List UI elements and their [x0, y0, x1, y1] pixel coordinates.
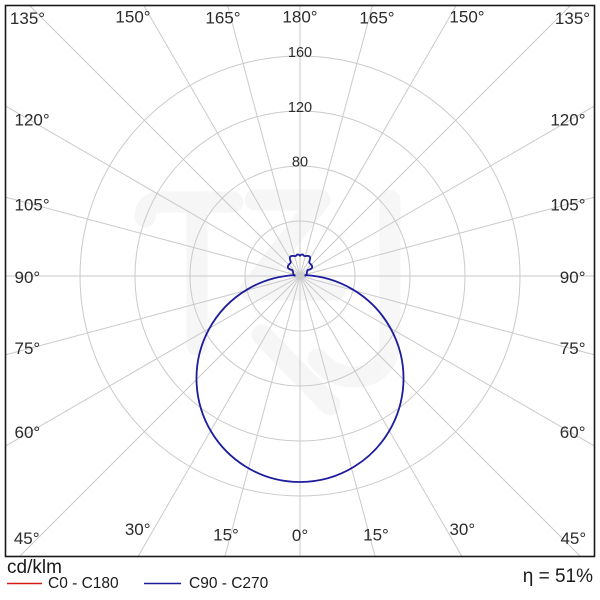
- svg-text:60°: 60°: [15, 423, 41, 442]
- svg-text:165°: 165°: [359, 9, 394, 28]
- svg-text:150°: 150°: [449, 7, 484, 26]
- svg-text:80: 80: [292, 155, 308, 171]
- svg-text:160: 160: [288, 45, 312, 61]
- svg-text:η = 51%: η = 51%: [523, 566, 593, 587]
- svg-text:45°: 45°: [14, 529, 40, 548]
- svg-text:75°: 75°: [15, 339, 41, 358]
- svg-text:180°: 180°: [282, 8, 317, 27]
- svg-text:30°: 30°: [125, 520, 151, 539]
- svg-text:90°: 90°: [560, 268, 586, 287]
- svg-text:15°: 15°: [363, 526, 389, 545]
- svg-text:60°: 60°: [560, 423, 586, 442]
- svg-text:0°: 0°: [292, 526, 308, 545]
- svg-text:75°: 75°: [560, 339, 586, 358]
- svg-text:135°: 135°: [555, 9, 590, 28]
- svg-text:135°: 135°: [10, 9, 45, 28]
- svg-text:150°: 150°: [115, 7, 150, 26]
- svg-text:45°: 45°: [560, 529, 586, 548]
- svg-text:30°: 30°: [449, 520, 475, 539]
- svg-text:165°: 165°: [205, 9, 240, 28]
- svg-text:C90 - C270: C90 - C270: [189, 575, 269, 592]
- svg-text:120°: 120°: [15, 111, 50, 130]
- svg-text:15°: 15°: [213, 526, 239, 545]
- svg-text:C0 - C180: C0 - C180: [48, 575, 119, 592]
- svg-text:120°: 120°: [550, 111, 585, 130]
- svg-text:105°: 105°: [15, 196, 50, 215]
- svg-text:105°: 105°: [550, 196, 585, 215]
- svg-text:120: 120: [288, 100, 312, 116]
- svg-text:90°: 90°: [15, 268, 41, 287]
